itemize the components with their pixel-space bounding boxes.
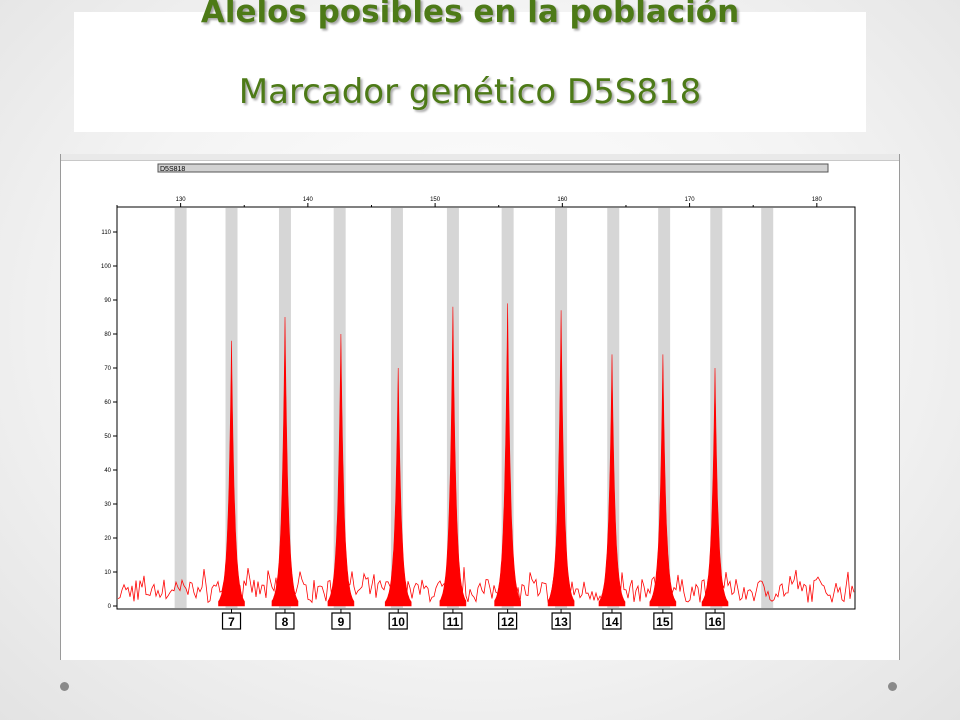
y-tick-label: 70	[104, 366, 111, 372]
allele-call-box	[498, 612, 518, 630]
allele-peak-16	[701, 367, 729, 607]
plot-frame	[116, 206, 856, 610]
allele-peak-15	[649, 354, 677, 607]
allele-call-box	[221, 612, 242, 630]
allele-call-box	[551, 612, 571, 630]
allele-peak-9	[327, 333, 355, 607]
allele-call-label: 15	[656, 615, 670, 629]
y-tick-label: 100	[101, 264, 112, 270]
slide-title: Alelos posibles en la población	[200, 0, 740, 30]
allele-peak-12	[494, 303, 521, 607]
electropherogram-window: D5S818 0 10 20 30 40 50 60 70 80 90 100 110 130 140 1…	[60, 154, 900, 660]
title-box	[74, 12, 866, 132]
window-toolbar-strip	[61, 154, 899, 161]
allele-call-label: 7	[228, 615, 235, 629]
y-tick-label: 30	[104, 502, 111, 508]
allele-call-box	[602, 612, 622, 630]
slide-dot-right	[888, 682, 897, 691]
allele-peak-8	[271, 316, 299, 607]
y-tick-label: 20	[104, 536, 111, 542]
allele-call-label: 11	[447, 615, 460, 629]
allele-call-label: 10	[392, 615, 406, 629]
allele-call-box	[705, 612, 725, 630]
y-tick-label: 0	[108, 604, 112, 610]
x-tick-label: 160	[557, 197, 568, 203]
allele-peak-7	[218, 340, 245, 607]
y-tick-label: 10	[104, 570, 111, 576]
allele-call-box	[388, 612, 408, 630]
y-tick-label: 60	[104, 400, 111, 406]
y-tick-label: 80	[104, 332, 111, 338]
x-tick-label: 140	[303, 197, 314, 203]
x-tick-label: 150	[430, 197, 441, 203]
x-tick-label: 170	[685, 197, 696, 203]
allele-peak-13	[547, 310, 575, 607]
allele-peak-11	[439, 306, 467, 607]
allele-call-box	[443, 612, 463, 630]
y-tick-label: 90	[104, 298, 111, 304]
y-tick-label: 110	[101, 230, 111, 236]
allele-call-label: 14	[605, 615, 619, 629]
slide-dot-left	[60, 682, 69, 691]
allele-bin	[174, 208, 187, 608]
x-tick-label: 180	[812, 197, 823, 203]
electropherogram-chart: D5S818 0 10 20 30 40 50 60 70 80 90 100 110 130 140 1…	[101, 163, 856, 630]
slide-subtitle: Marcador genético D5S818	[238, 72, 702, 112]
allele-call-box	[331, 612, 351, 630]
allele-peak-14	[598, 354, 626, 607]
allele-call-label: 16	[708, 615, 722, 629]
x-tick-label: 130	[176, 197, 187, 203]
y-tick-label: 50	[104, 434, 111, 440]
marker-label: D5S818	[160, 166, 185, 173]
allele-call-box	[653, 612, 673, 630]
allele-peak-10	[384, 367, 412, 607]
marker-bar	[157, 163, 829, 173]
allele-call-label: 9	[338, 615, 345, 629]
allele-bin	[761, 208, 774, 608]
allele-call-label: 13	[554, 615, 568, 629]
allele-call-label: 12	[501, 615, 515, 629]
allele-call-label: 8	[282, 615, 289, 629]
y-tick-label: 40	[104, 468, 111, 474]
allele-call-box	[275, 612, 295, 630]
